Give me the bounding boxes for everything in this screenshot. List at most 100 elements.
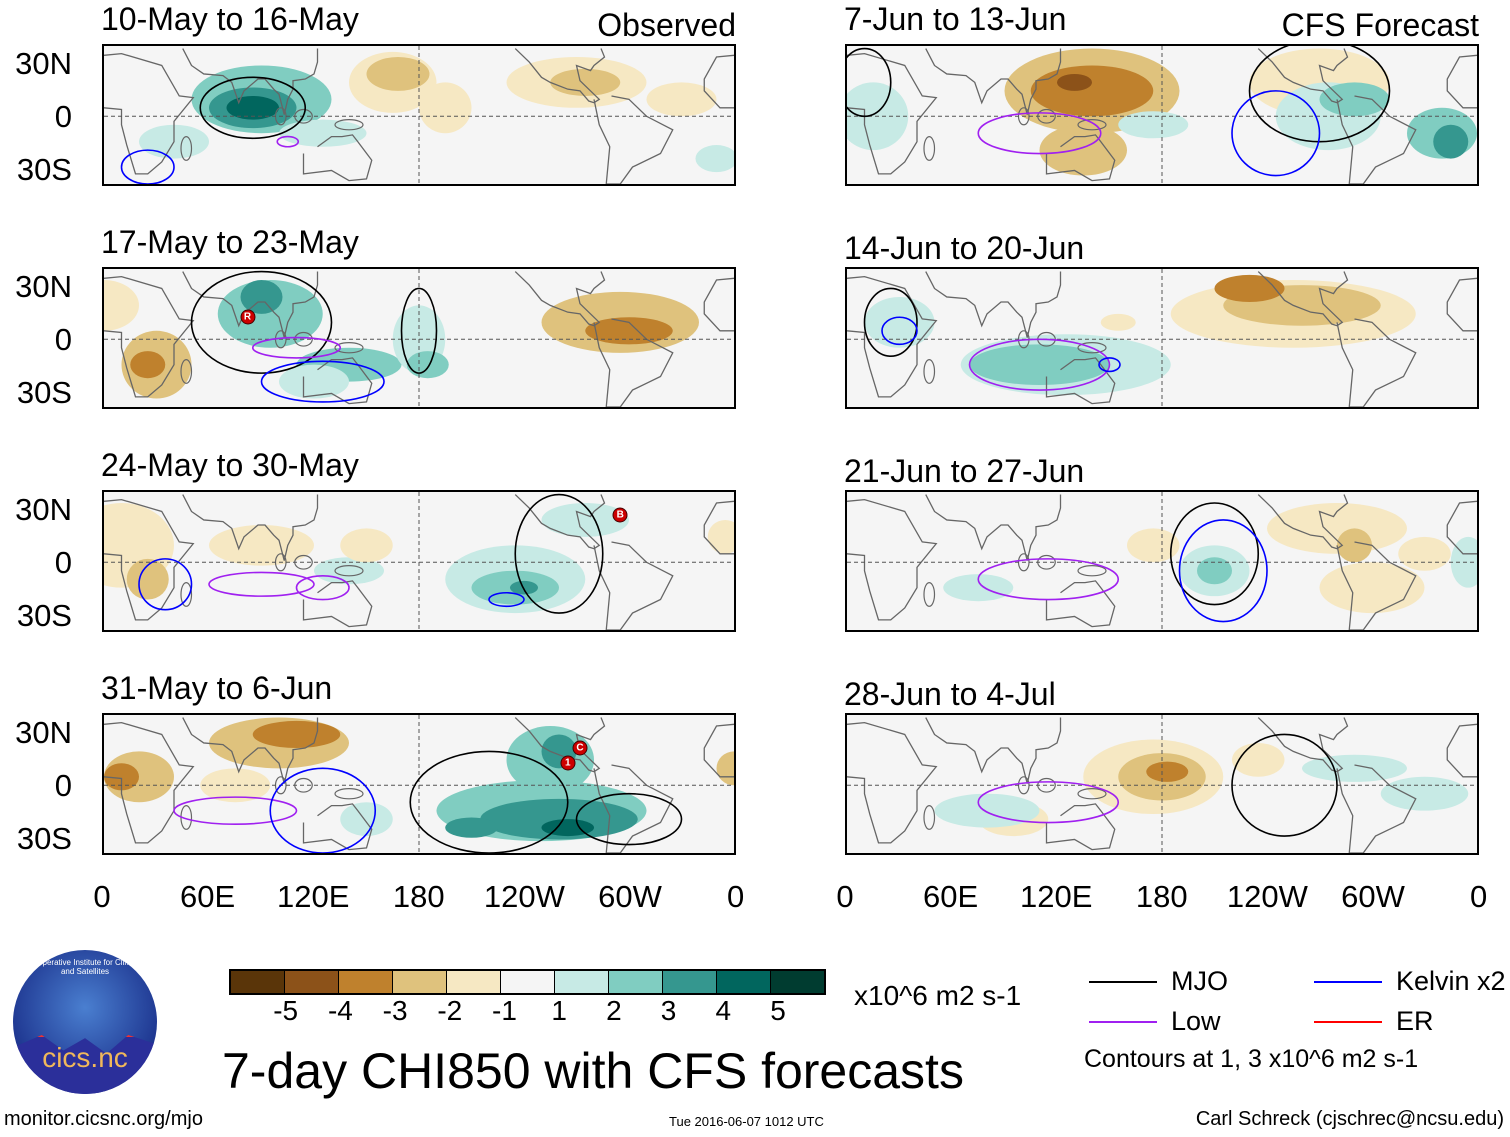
y-tick-label: 30S (16, 152, 72, 187)
coastline (304, 804, 372, 850)
map-panel (845, 267, 1479, 409)
anomaly-blob (695, 145, 734, 173)
coastline (1047, 358, 1115, 404)
anomaly-blob (1127, 528, 1180, 563)
anomaly-blob (541, 503, 629, 537)
contour-low (978, 782, 1118, 823)
coastline (1047, 135, 1115, 181)
coastline (847, 500, 936, 620)
coastline (304, 358, 372, 404)
anomaly-blob (541, 819, 594, 837)
anomaly-blob (104, 280, 139, 331)
coastline (104, 54, 193, 174)
y-tick-label: 30N (15, 492, 72, 527)
coastline (926, 272, 1061, 338)
coastline (926, 495, 1061, 561)
island-outline (924, 583, 935, 607)
coastline (1447, 501, 1477, 553)
x-tick-label: 60E (923, 879, 979, 914)
y-tick-label: 0 (54, 545, 72, 580)
logo-text: cics.nc (42, 1042, 128, 1073)
contour-kelvin-x2 (262, 361, 385, 402)
contour-kelvin-x2 (122, 150, 175, 184)
x-tick-label: 60W (1341, 879, 1405, 914)
legend-label: Low (1171, 1006, 1221, 1036)
anomaly-blob (1214, 274, 1285, 303)
contour-mjo (1232, 734, 1337, 836)
colorbar-label: 3 (660, 995, 677, 1026)
island-outline (181, 137, 192, 161)
anomaly-blob (1118, 111, 1189, 139)
x-tick-label: 60E (180, 879, 236, 914)
x-tick-label: 120E (1019, 879, 1093, 914)
colorbar-swatch (501, 971, 555, 993)
anomaly-blob (510, 580, 538, 595)
y-tick-label: 30S (16, 375, 72, 410)
coastline (926, 718, 1061, 784)
island-outline (1078, 566, 1106, 576)
colorbar-label: 4 (715, 995, 732, 1026)
contour-kelvin-x2 (1180, 520, 1268, 622)
contour-low (209, 572, 314, 596)
panel-title: 17-May to 23-May (101, 224, 359, 260)
contour-mjo (192, 272, 332, 374)
anomaly-blob (934, 793, 1040, 828)
island-outline (335, 566, 363, 576)
x-tick-label: 0 (836, 879, 854, 914)
contour-low (277, 137, 298, 147)
colorbar-swatch (609, 971, 663, 993)
storm-marker: R (240, 309, 255, 325)
island-outline (335, 789, 363, 799)
island-outline (924, 806, 935, 830)
contour-mjo (577, 794, 682, 845)
x-tick-label: 0 (1469, 879, 1488, 914)
anomaly-blob (1319, 82, 1390, 117)
coastline (594, 542, 673, 630)
footer-author: Carl Schreck (cjschrec@ncsu.edu) (1195, 1108, 1504, 1130)
contour-low (978, 113, 1101, 154)
logo-mountains (13, 1035, 157, 1094)
colorbar-label: 5 (770, 995, 786, 1026)
figure-title: 7-day CHI850 with CFS forecasts (222, 1043, 964, 1099)
y-tick-label: 30N (15, 46, 72, 81)
map-panel (102, 44, 736, 186)
colorbar-swatch (663, 971, 717, 993)
anomaly-blob (1100, 313, 1136, 331)
coastline (704, 501, 734, 553)
y-tick-label: 0 (54, 99, 72, 134)
coastline (515, 718, 604, 772)
logo-ring-text: Cooperative Institute for Climate and Sa… (27, 958, 143, 976)
coastline (104, 723, 193, 843)
coastline (847, 723, 936, 843)
coastline (926, 49, 1061, 115)
anomaly-blob (1433, 124, 1469, 159)
coastline (1447, 278, 1477, 330)
storm-marker: C (572, 740, 588, 756)
x-tick-label: 0 (726, 879, 745, 914)
anomaly-blob (279, 364, 349, 399)
contour-mjo (410, 751, 568, 853)
anomaly-blob (240, 280, 283, 314)
legend-line-kelvin-x2 (1314, 981, 1382, 983)
coastline (104, 500, 193, 620)
colorbar-label: 2 (606, 995, 622, 1026)
colorbar-label: -3 (382, 995, 408, 1026)
coastline (1258, 49, 1347, 103)
contour-mjo (847, 49, 891, 117)
anomaly-blob (646, 82, 717, 117)
colorbar-swatch (339, 971, 393, 993)
anomaly-blob (126, 558, 169, 600)
anomaly-blob (252, 720, 341, 749)
panel-kind-label: Observed (597, 7, 736, 43)
storm-marker: 1 (560, 755, 576, 771)
legend-line-low (1089, 1021, 1157, 1023)
anomaly-blob (209, 525, 314, 566)
island-outline (335, 343, 363, 353)
anomaly-blob (1267, 503, 1407, 554)
contour-low (174, 797, 297, 824)
coastline (704, 55, 734, 107)
coastline (1337, 319, 1416, 407)
contour-low (978, 559, 1118, 600)
contour-kelvin-x2 (139, 559, 192, 610)
